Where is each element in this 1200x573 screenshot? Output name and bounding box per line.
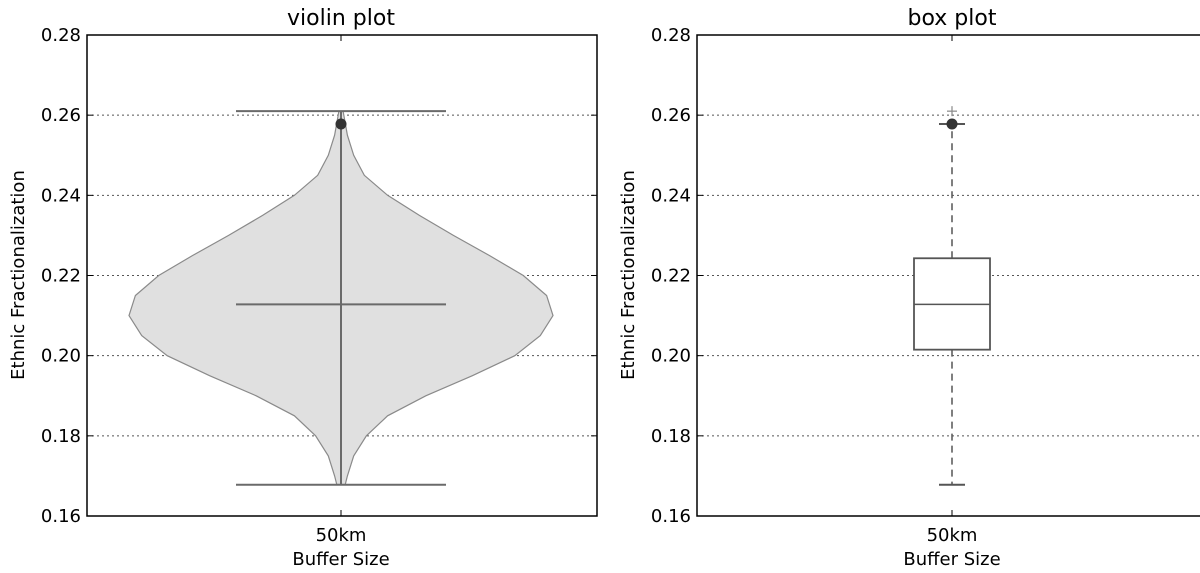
box-xaxis-label: Buffer Size	[903, 549, 1000, 570]
box-xtick-label: 50km	[927, 525, 978, 546]
box-plot-panel: box plot 0.16 0.18 0.20 0.22 0.24 0.26 0.28 50…	[618, 6, 1200, 570]
violin-xaxis-label: Buffer Size	[292, 549, 389, 570]
violin-marks	[128, 110, 554, 486]
violin-marked-point	[335, 118, 347, 130]
violin-ytick-label: 0.26	[41, 105, 81, 126]
box-ytick-label: 0.20	[651, 346, 691, 367]
violin-yaxis-label: Ethnic Fractionalization	[8, 170, 29, 380]
violin-plot-title: violin plot	[287, 6, 395, 31]
violin-ytick-label: 0.16	[41, 506, 81, 527]
box-ytick-label: 0.18	[651, 426, 691, 447]
box-yaxis-label: Ethnic Fractionalization	[618, 170, 639, 380]
box-ytick-label: 0.28	[651, 25, 691, 46]
box-plot-title: box plot	[908, 6, 997, 31]
violin-ytick-label: 0.18	[41, 426, 81, 447]
violin-ytick-label: 0.24	[41, 185, 81, 206]
box-marks	[913, 106, 991, 486]
violin-ytick-label: 0.22	[41, 266, 81, 287]
violin-ytick-label: 0.28	[41, 25, 81, 46]
box-ytick-label: 0.26	[651, 105, 691, 126]
box-ytick-label: 0.16	[651, 506, 691, 527]
box-yticks: 0.16 0.18 0.20 0.22 0.24 0.26 0.28	[651, 25, 953, 527]
violin-plot-panel: violin plot 0.16 0.18 0.20 0.22 0.24 0.26 0.28…	[8, 6, 598, 570]
box-ytick-label: 0.22	[651, 266, 691, 287]
box-marked-point	[946, 118, 958, 130]
box-ytick-label: 0.24	[651, 185, 691, 206]
violin-xtick-label: 50km	[316, 525, 367, 546]
violin-yticks: 0.16 0.18 0.20 0.22 0.24 0.26 0.28	[41, 25, 597, 527]
violin-ytick-label: 0.20	[41, 346, 81, 367]
